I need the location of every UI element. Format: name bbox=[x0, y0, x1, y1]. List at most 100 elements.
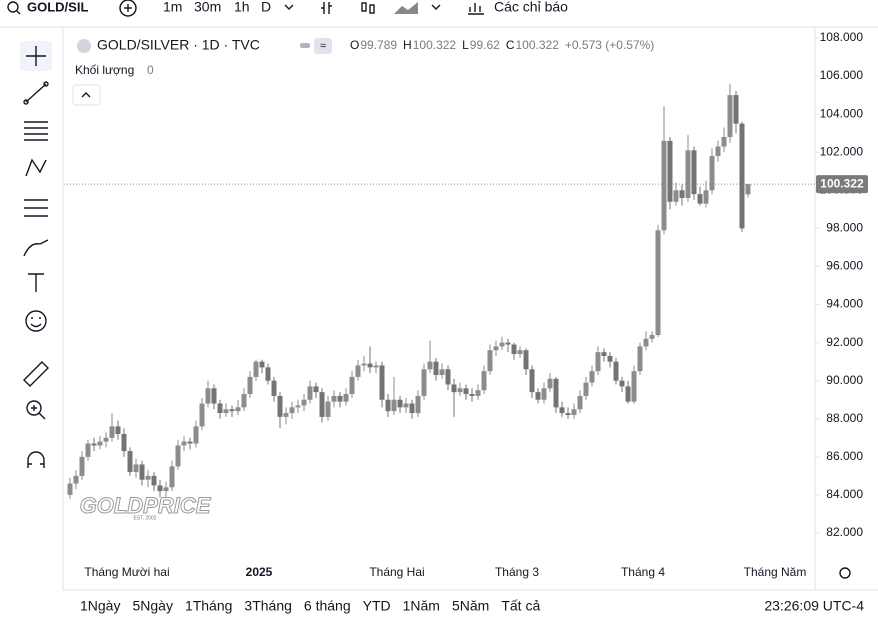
candle-body bbox=[595, 352, 601, 372]
candle-body bbox=[211, 388, 217, 404]
candle-body bbox=[667, 140, 673, 202]
candle-body bbox=[235, 407, 241, 412]
candle-body bbox=[361, 363, 367, 366]
interval[interactable]: 1h bbox=[234, 0, 250, 15]
x-tick-label: Tháng Năm bbox=[744, 565, 807, 579]
candle-body bbox=[517, 350, 523, 355]
eye-icon[interactable] bbox=[300, 43, 310, 48]
candle-body bbox=[409, 403, 415, 414]
candle-body bbox=[145, 475, 151, 480]
ohlc-value: 100.322 bbox=[413, 38, 457, 52]
candle-body bbox=[535, 392, 541, 400]
candle-body bbox=[565, 413, 571, 415]
ohlc-value: 99.62 bbox=[470, 38, 500, 52]
range-button[interactable]: 5Năm bbox=[452, 598, 489, 614]
candle-body bbox=[451, 384, 457, 393]
interval[interactable]: 30m bbox=[194, 0, 221, 15]
candle-body bbox=[643, 338, 649, 347]
candle-body bbox=[253, 361, 259, 377]
range-button[interactable]: Tất cả bbox=[501, 598, 540, 614]
candle-body bbox=[415, 395, 421, 414]
candle-body bbox=[229, 409, 235, 412]
collapse-button[interactable] bbox=[72, 84, 101, 106]
candle-body bbox=[205, 388, 211, 404]
candle-body bbox=[73, 475, 79, 484]
candle-body bbox=[679, 190, 685, 198]
y-tick-label: 86.000 bbox=[826, 449, 863, 463]
candle-body bbox=[601, 352, 607, 356]
x-tick-label: Tháng Hai bbox=[369, 565, 424, 579]
chart-type-icon[interactable] bbox=[394, 2, 418, 14]
symbol[interactable]: GOLD/SIL bbox=[27, 0, 88, 14]
interval[interactable]: 1m bbox=[163, 0, 182, 15]
settings-icon[interactable] bbox=[839, 567, 851, 579]
range-button[interactable]: YTD bbox=[363, 598, 391, 614]
range-button[interactable]: 3Tháng bbox=[244, 598, 291, 614]
volume-label: Khối lượng bbox=[75, 63, 134, 77]
candle-body bbox=[289, 407, 295, 414]
ohlc-key: O bbox=[350, 38, 359, 52]
y-tick-label: 104.000 bbox=[820, 106, 864, 120]
candle-body bbox=[721, 137, 727, 147]
candle-body bbox=[313, 386, 319, 393]
candle-body bbox=[199, 403, 205, 427]
candle-body bbox=[631, 371, 637, 402]
candle-body bbox=[397, 399, 403, 408]
range-button[interactable]: 6 tháng bbox=[304, 598, 351, 614]
candle-body bbox=[745, 184, 751, 195]
candle-body bbox=[487, 350, 493, 372]
y-tick-label: 88.000 bbox=[826, 411, 863, 425]
candle-body bbox=[139, 464, 145, 480]
candle-body bbox=[733, 95, 739, 124]
candle-body bbox=[529, 369, 535, 393]
candle-body bbox=[499, 342, 505, 347]
candle-body bbox=[121, 434, 127, 452]
y-tick-label: 102.000 bbox=[820, 144, 864, 158]
candle-body bbox=[703, 190, 709, 204]
candle-body bbox=[271, 380, 277, 396]
watermark-sub: EST. 2002 bbox=[133, 515, 156, 521]
candle-body bbox=[481, 371, 487, 391]
compare-icon[interactable] bbox=[314, 38, 332, 54]
candle-body bbox=[181, 441, 187, 446]
candle-body bbox=[217, 403, 223, 414]
watermark: GOLDPRICE bbox=[80, 493, 212, 518]
candle-body bbox=[367, 363, 373, 368]
y-tick-label: 96.000 bbox=[826, 259, 863, 273]
candle-body bbox=[331, 395, 337, 402]
candle-body bbox=[295, 405, 301, 408]
candle-body bbox=[685, 150, 691, 198]
candle-body bbox=[559, 407, 565, 414]
range-button[interactable]: 1Năm bbox=[403, 598, 440, 614]
candle-body bbox=[619, 380, 625, 387]
x-tick-label: Tháng Mười hai bbox=[84, 565, 169, 579]
candle-body bbox=[637, 346, 643, 372]
change: +0.573 (+0.57%) bbox=[565, 38, 654, 52]
range-button[interactable]: 1Ngày bbox=[80, 598, 120, 614]
y-tick-label: 84.000 bbox=[826, 487, 863, 501]
candle-body bbox=[343, 394, 349, 402]
candle-body bbox=[109, 426, 115, 438]
candle-body bbox=[439, 369, 445, 375]
candle-body bbox=[169, 466, 175, 488]
top-toolbar: GOLD/SIL 1m 30m 1h D Các chỉ báo bbox=[7, 0, 568, 17]
candle-body bbox=[241, 394, 247, 408]
range-button[interactable]: 5Ngày bbox=[132, 598, 172, 614]
y-tick-label: 98.000 bbox=[826, 221, 863, 235]
symbol-logo bbox=[77, 39, 91, 53]
candle-body bbox=[649, 335, 655, 339]
y-tick-label: 108.000 bbox=[820, 30, 864, 44]
candle-body bbox=[319, 392, 325, 417]
ohlc-value: 99.789 bbox=[360, 38, 397, 52]
candle-body bbox=[571, 409, 577, 415]
candle-body bbox=[589, 371, 595, 383]
ohlc-legend: O 99.789 H 100.322 L 99.62 C 100.322 +0.573 (+0.… bbox=[350, 38, 654, 52]
candle-body bbox=[193, 426, 199, 444]
indicators-button[interactable]: Các chỉ báo bbox=[494, 0, 568, 15]
range-button[interactable]: 1Tháng bbox=[185, 598, 232, 614]
chart-title: GOLD/SILVER · 1D · TVC bbox=[97, 37, 260, 53]
interval[interactable]: D bbox=[261, 0, 271, 15]
candle-body bbox=[457, 388, 463, 393]
clock: 23:26:09 UTC-4 bbox=[764, 598, 864, 614]
